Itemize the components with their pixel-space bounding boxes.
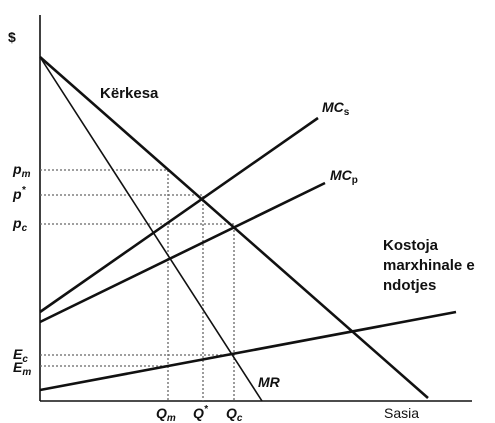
quantity-labels: Qm Q* Qc	[156, 404, 243, 423]
pollution-label: ndotjes	[383, 277, 436, 294]
mr-curve	[39, 56, 263, 402]
label-base: Q	[226, 405, 237, 421]
label-sub: p	[352, 175, 358, 186]
axis-label: Qc	[226, 405, 243, 423]
axis-label: pm	[12, 161, 31, 180]
mr-label: MR	[258, 374, 281, 390]
label-sub: c	[237, 413, 243, 423]
axis-label: Ec	[13, 346, 28, 365]
label-base: Q	[156, 405, 167, 421]
pollution-curve	[39, 310, 457, 392]
label-base: Q	[193, 405, 204, 421]
label-base: E	[13, 359, 23, 375]
demand-label: Kërkesa	[100, 85, 159, 102]
mcs-label: MCs	[322, 99, 350, 118]
axis-label: p*	[12, 185, 27, 202]
pollution-label: marxhinale e	[383, 257, 475, 274]
label-sub: m	[22, 367, 31, 378]
guides	[40, 169, 235, 401]
y-axis-label: $	[8, 29, 16, 45]
mcp-curve	[39, 181, 326, 324]
label-sup: *	[22, 185, 27, 196]
x-axis-label: Sasia	[384, 405, 419, 421]
mcp-label: MCp	[330, 167, 358, 186]
label-base: MC	[322, 99, 345, 115]
label-sub: c	[22, 223, 28, 234]
axis-label: Q*	[193, 404, 209, 421]
label-base: E	[13, 346, 23, 362]
label-base: p	[12, 186, 22, 202]
label-base: p	[12, 215, 22, 231]
label-base: MC	[330, 167, 353, 183]
label-sub: s	[344, 107, 350, 118]
mcs-curve	[39, 116, 319, 314]
label-sub: m	[22, 169, 31, 180]
axis-label: Em	[13, 359, 31, 378]
label-sub: m	[167, 413, 176, 423]
axis-label: pc	[12, 215, 28, 234]
label-sub: c	[22, 354, 28, 365]
label-sup: *	[204, 404, 209, 415]
axis-label: Qm	[156, 405, 176, 423]
guide	[40, 223, 235, 401]
guide	[40, 194, 204, 401]
pollution-label: Kostoja	[383, 237, 439, 254]
label-base: p	[12, 161, 22, 177]
